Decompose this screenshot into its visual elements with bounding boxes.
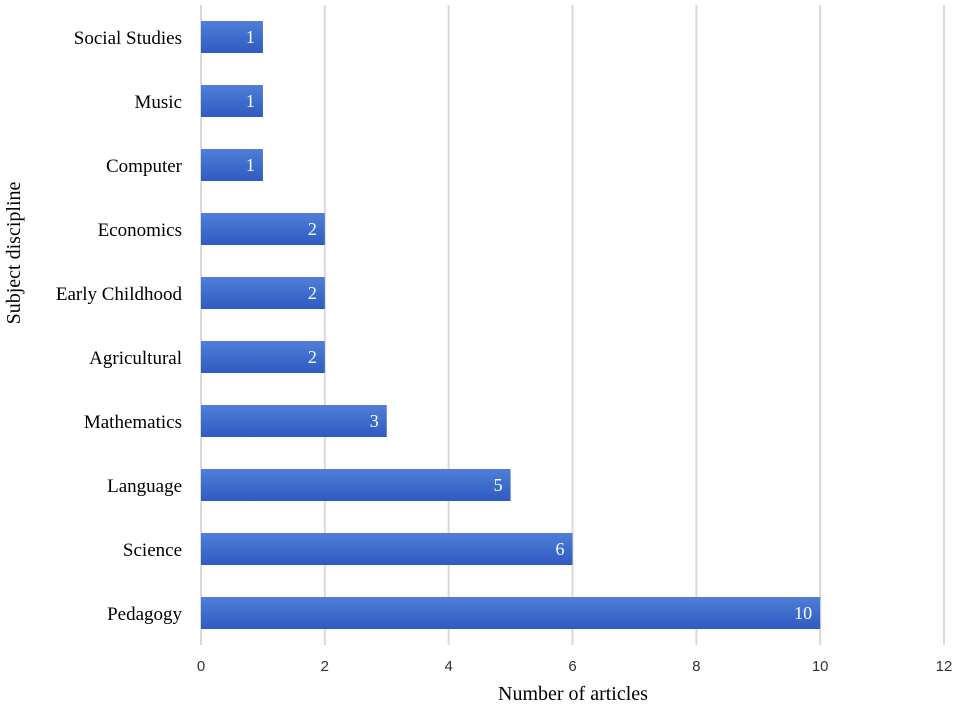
bar-value-label: 3 (370, 411, 379, 431)
bar-value-label: 1 (246, 155, 255, 175)
x-tick-label: 6 (568, 658, 576, 675)
gridlines (200, 5, 945, 645)
x-tick-label: 8 (692, 658, 700, 675)
bar (201, 149, 263, 181)
x-tick-label: 10 (812, 658, 829, 675)
category-label: Pedagogy (107, 604, 182, 625)
bar (201, 341, 325, 373)
bar-value-label: 2 (308, 283, 317, 303)
category-label: Computer (106, 156, 183, 177)
category-label: Agricultural (89, 348, 182, 369)
bar (201, 85, 263, 117)
category-label: Mathematics (84, 412, 182, 433)
x-axis-title: Number of articles (498, 683, 648, 705)
x-tick-label: 0 (197, 658, 205, 675)
x-tick-label: 12 (936, 658, 953, 675)
bar (201, 469, 511, 501)
category-labels: Social Studies Music Computer Economics Earl… (56, 28, 183, 625)
bar-value-label: 2 (308, 347, 317, 367)
bars: 1 1 1 2 2 2 3 5 6 10 (201, 21, 821, 629)
bar (201, 213, 325, 245)
category-label: Social Studies (74, 28, 182, 49)
category-label: Language (107, 476, 182, 497)
bar (201, 21, 263, 53)
x-tick-label: 4 (444, 658, 452, 675)
x-tick-labels: 0 2 4 6 8 10 12 (197, 658, 953, 675)
bar (201, 405, 387, 437)
category-label: Early Childhood (56, 284, 183, 305)
x-tick-label: 2 (321, 658, 329, 675)
category-label: Science (123, 540, 182, 561)
bar (201, 597, 821, 629)
bar-value-label: 1 (246, 91, 255, 111)
category-label: Music (135, 92, 183, 113)
category-label: Economics (98, 220, 182, 241)
bar-value-label: 5 (494, 475, 503, 495)
y-axis-title: Subject discipline (3, 182, 25, 325)
bar-value-label: 1 (246, 27, 255, 47)
bar-value-label: 2 (308, 219, 317, 239)
bar-value-label: 6 (556, 539, 565, 559)
bar (201, 277, 325, 309)
bar (201, 533, 573, 565)
bar-value-label: 10 (794, 603, 812, 623)
